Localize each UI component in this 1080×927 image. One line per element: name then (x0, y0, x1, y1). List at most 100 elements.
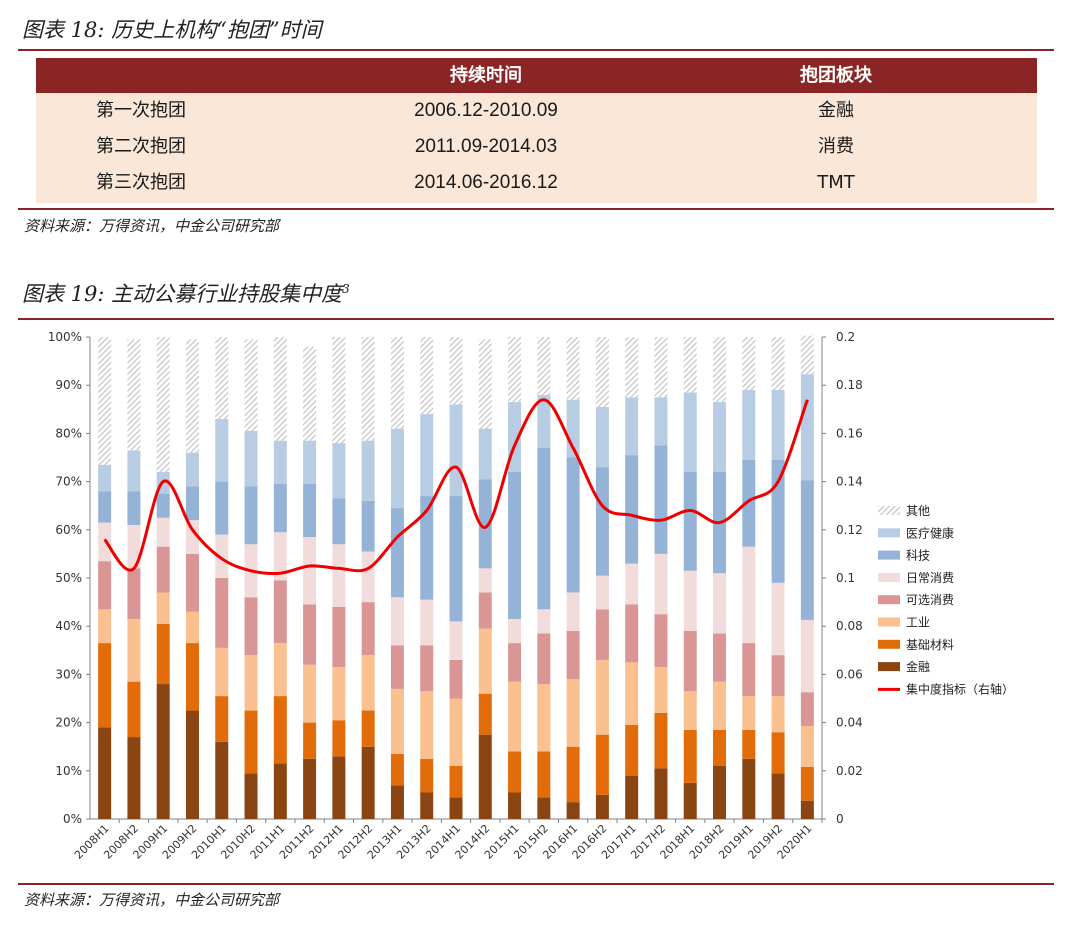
bar-segment (566, 592, 580, 632)
bar-segment (332, 337, 346, 444)
bar-segment (273, 532, 287, 581)
table-bottom-rule (18, 208, 1054, 210)
bar-segment (654, 712, 668, 769)
bar-segment (156, 546, 170, 593)
concentration-line (103, 398, 809, 575)
bar-segment (537, 447, 551, 610)
bar-segment (98, 609, 112, 644)
bar-segment (215, 578, 229, 648)
bar-segment (303, 722, 317, 759)
bar-segment (420, 599, 434, 646)
bar-segment (654, 337, 668, 398)
bar-segment (449, 621, 463, 660)
figure-19-title-superscript: 3 (342, 282, 350, 296)
bar-segment (361, 710, 375, 747)
bar-segment (478, 479, 492, 569)
bar-segment (303, 346, 317, 441)
bar-segment (742, 643, 756, 697)
y-tick-label: 30% (55, 667, 82, 681)
bar-segment (390, 597, 404, 646)
bar-segment (185, 553, 199, 612)
figure-19-title-text: 图表 19: 主动公募行业持股集中度 (22, 282, 343, 306)
y2-tick-label: 0.14 (836, 475, 863, 489)
bar-segment (800, 766, 814, 801)
bar-segment (127, 450, 141, 492)
bar-segment (595, 575, 609, 610)
bar-segment (625, 563, 639, 605)
bar-segment (156, 493, 170, 518)
bar-segment (361, 500, 375, 552)
bar-segment (332, 720, 346, 757)
bar-segment (508, 337, 522, 403)
bar-segment (273, 337, 287, 441)
bar-segment (742, 546, 756, 644)
legend-label: 工业 (906, 616, 930, 630)
bar-segment (625, 397, 639, 456)
bar-segment (654, 397, 668, 446)
bar-segment (244, 655, 258, 711)
bar-segment (127, 618, 141, 682)
y2-tick-label: 0.04 (836, 716, 863, 730)
bar-segment (566, 337, 580, 400)
bar-segment (127, 737, 141, 819)
bar-segment (215, 418, 229, 482)
line-layer (103, 398, 809, 575)
bar-segment (625, 455, 639, 564)
bar-segment (771, 582, 785, 656)
bar-segment (127, 491, 141, 525)
bar-segment (156, 684, 170, 819)
legend-swatch (878, 617, 900, 627)
bar-segment (420, 645, 434, 692)
bar-segment (625, 604, 639, 663)
bar-segment (595, 609, 609, 660)
row-sector: TMT (817, 172, 855, 193)
bar-segment (420, 414, 434, 497)
table-row: 第二次抱团 2011.09-2014.03 消费 (36, 129, 1037, 165)
y-tick-label: 0% (63, 812, 82, 826)
bar-segment (654, 614, 668, 668)
bar-segment (683, 337, 697, 393)
table-row: 第一次抱团 2006.12-2010.09 金融 (36, 93, 1037, 129)
row-name: 第二次抱团 (96, 136, 186, 157)
bar-segment (332, 667, 346, 721)
row-name: 第三次抱团 (96, 172, 186, 193)
bar-segment (449, 698, 463, 766)
bar-segment (742, 459, 756, 547)
bar-segment (566, 457, 580, 593)
bar-segment (215, 481, 229, 535)
bar-segment (537, 684, 551, 752)
y-tick-label: 50% (55, 571, 82, 585)
bar-segment (625, 775, 639, 819)
bar-segment (713, 402, 727, 472)
bar-segment (800, 480, 814, 620)
bar-segment (508, 681, 522, 752)
bar-segment (566, 802, 580, 819)
bar-segment (566, 631, 580, 680)
bar-segment (332, 544, 346, 607)
bar-segment (683, 471, 697, 571)
bar-segment (654, 667, 668, 713)
legend-label: 集中度指标（右轴） (906, 681, 1014, 696)
bar-segment (625, 662, 639, 726)
y2-tick-label: 0.16 (836, 426, 863, 440)
bar-segment (244, 430, 258, 487)
bar-segment (537, 633, 551, 685)
bar-segment (800, 692, 814, 726)
bar-segment (273, 580, 287, 644)
chart-bottom-rule (18, 883, 1054, 885)
bar-segment (449, 404, 463, 497)
row-name: 第一次抱团 (96, 100, 186, 121)
bar-segment (537, 394, 551, 448)
bar-segment (625, 725, 639, 776)
y-tick-label: 10% (55, 764, 82, 778)
bar-segment (508, 471, 522, 619)
row-period: 2014.06-2016.12 (414, 172, 558, 193)
bar-segment (683, 392, 697, 472)
legend-swatch (878, 639, 900, 649)
bar-segment (420, 337, 434, 415)
y2-tick-label: 0.18 (836, 378, 863, 392)
bar-segment (713, 337, 727, 403)
bar-segment (244, 597, 258, 656)
y2-tick-label: 0.12 (836, 523, 863, 537)
y2-tick-label: 0.2 (836, 330, 855, 344)
